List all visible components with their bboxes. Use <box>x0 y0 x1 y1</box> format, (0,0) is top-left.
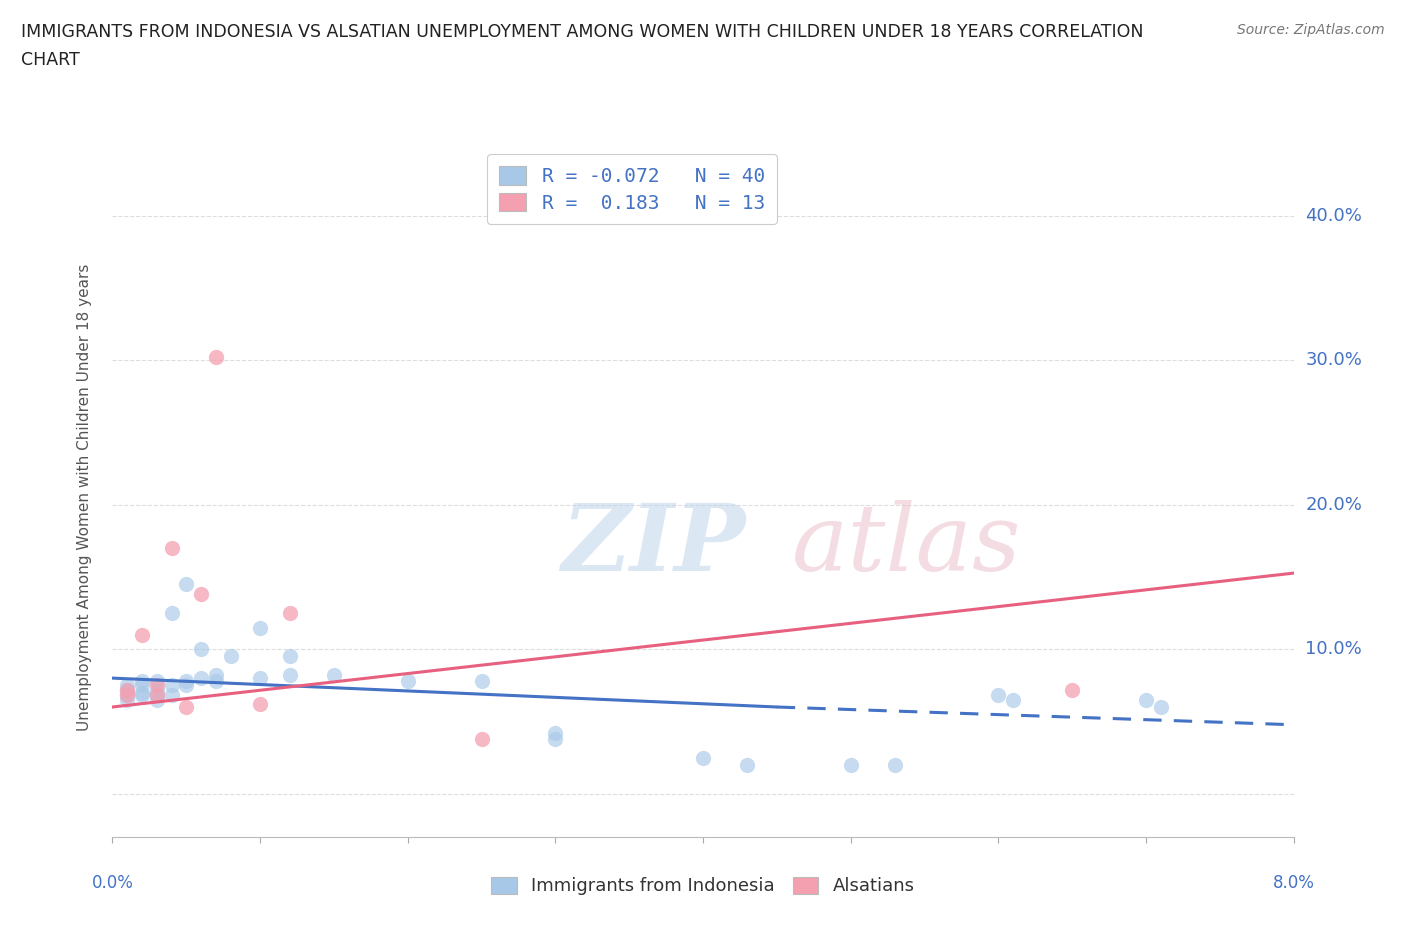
Text: 30.0%: 30.0% <box>1305 352 1362 369</box>
Text: CHART: CHART <box>21 51 80 69</box>
Text: Source: ZipAtlas.com: Source: ZipAtlas.com <box>1237 23 1385 37</box>
Text: 40.0%: 40.0% <box>1305 206 1362 225</box>
Text: 10.0%: 10.0% <box>1305 640 1362 658</box>
Y-axis label: Unemployment Among Women with Children Under 18 years: Unemployment Among Women with Children U… <box>77 264 91 731</box>
Text: 0.0%: 0.0% <box>91 874 134 893</box>
Text: ZIP: ZIP <box>561 500 745 590</box>
Text: 8.0%: 8.0% <box>1272 874 1315 893</box>
Legend: Immigrants from Indonesia, Alsatians: Immigrants from Indonesia, Alsatians <box>484 870 922 903</box>
Text: atlas: atlas <box>792 500 1021 590</box>
Text: 20.0%: 20.0% <box>1305 496 1362 513</box>
Text: IMMIGRANTS FROM INDONESIA VS ALSATIAN UNEMPLOYMENT AMONG WOMEN WITH CHILDREN UND: IMMIGRANTS FROM INDONESIA VS ALSATIAN UN… <box>21 23 1143 41</box>
